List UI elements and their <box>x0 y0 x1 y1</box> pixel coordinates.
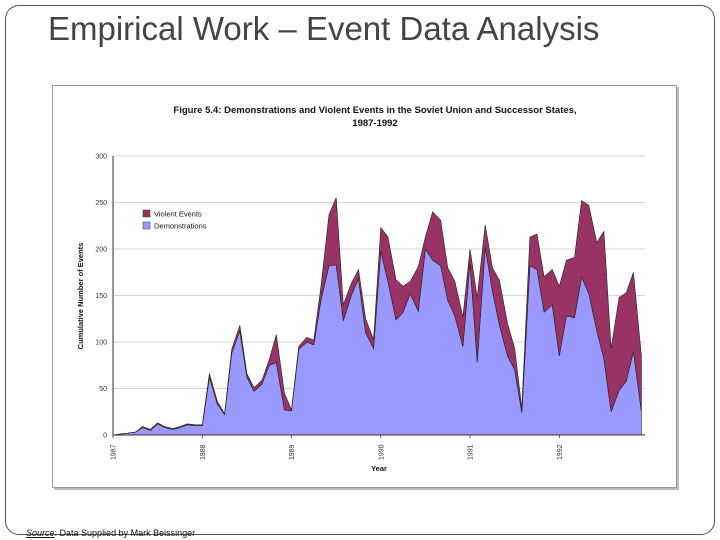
source-label: Source <box>26 528 55 538</box>
y-tick-label: 250 <box>95 200 107 207</box>
x-tick-label: 1992 <box>557 444 564 460</box>
x-tick-label: 1987 <box>111 444 118 460</box>
legend-box <box>138 205 228 235</box>
y-tick-label: 300 <box>95 154 107 161</box>
x-axis-label: Year <box>371 464 387 473</box>
slide-title: Empirical Work – Event Data Analysis <box>48 10 600 47</box>
legend: Violent Events Demonstrations <box>138 205 228 235</box>
axes: 0 50 100 150 200 250 300 1987 1988 1989 1990 1991 19… <box>95 154 645 460</box>
chart-title-line2: 1987-1992 <box>352 118 397 129</box>
source-text: : Data Supplied by Mark Beissinger <box>54 528 196 538</box>
legend-label: Demonstrations <box>154 222 207 231</box>
y-tick-label: 0 <box>103 433 107 440</box>
stacked-area-chart: Figure 5.4: Demonstrations and Violent E… <box>76 105 645 473</box>
y-tick-label: 100 <box>95 340 107 347</box>
legend-swatch <box>142 209 151 218</box>
x-tick-label: 1988 <box>200 444 207 460</box>
series-area-violent-events <box>112 197 642 436</box>
legend-label: Violent Events <box>154 210 202 219</box>
slide-frame <box>5 5 715 535</box>
x-tick-label: 1991 <box>468 444 475 460</box>
x-tick-label: 1990 <box>378 444 385 460</box>
chart-panel: Figure 5.4: Demonstrations and Violent E… <box>52 85 677 488</box>
legend-swatch <box>142 221 151 230</box>
y-tick-label: 150 <box>95 293 107 300</box>
y-axis-label: Cumulative Number of Events <box>76 243 85 350</box>
source-note: Source: Data Supplied by Mark Beissinger <box>26 528 195 538</box>
chart-title: Figure 5.4: Demonstrations and Violent E… <box>173 105 576 116</box>
x-tick-label: 1989 <box>289 444 296 460</box>
y-tick-label: 200 <box>95 247 107 254</box>
y-tick-label: 50 <box>99 386 107 393</box>
